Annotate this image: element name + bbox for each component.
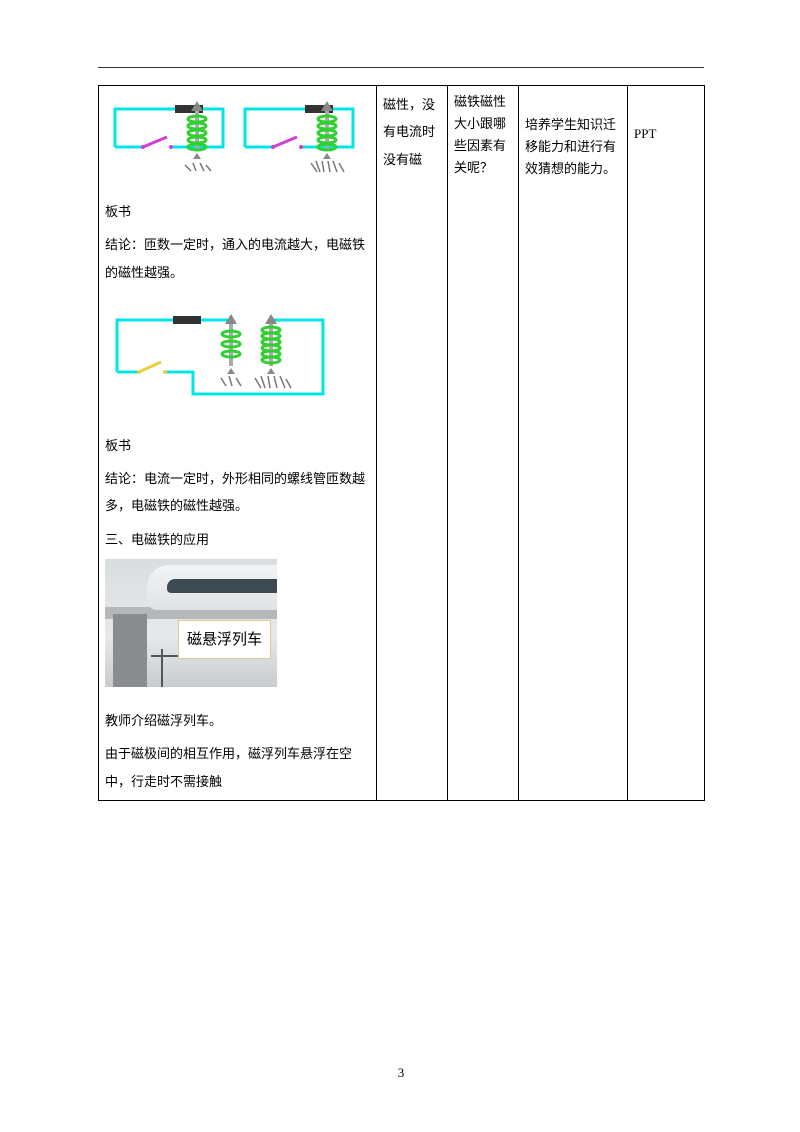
board-label-1: 板书 bbox=[105, 198, 370, 225]
col5-text: PPT bbox=[634, 126, 656, 141]
electromagnet-circuit-a bbox=[105, 95, 231, 190]
header-rule bbox=[98, 67, 704, 68]
col4-text: 培养学生知识迁移能力和进行有效猜想的能力。 bbox=[525, 117, 616, 176]
page-number: 3 bbox=[98, 1065, 704, 1081]
lesson-table: 板书 结论：匝数一定时，通入的电流越大，电磁铁的磁性越强。 bbox=[98, 85, 705, 801]
teaching-content-cell: 板书 结论：匝数一定时，通入的电流越大，电磁铁的磁性越强。 bbox=[99, 86, 377, 801]
board-label-2: 板书 bbox=[105, 432, 370, 459]
maglev-body: 由于磁极间的相互作用，磁浮列车悬浮在空中，行走时不需接触 bbox=[105, 740, 370, 795]
maglev-photo: 磁悬浮列车 bbox=[105, 559, 277, 687]
teacher-intro: 教师介绍磁浮列车。 bbox=[105, 707, 370, 734]
col2-text: 磁性，没有电流时没有磁 bbox=[383, 97, 435, 167]
circuit-diagram-2 bbox=[105, 304, 370, 422]
conclusion-2: 结论：电流一定时，外形相同的螺线管匝数越多，电磁铁的磁性越强。 bbox=[105, 465, 370, 520]
description-cell: 磁性，没有电流时没有磁 bbox=[377, 86, 448, 801]
conclusion-1: 结论：匝数一定时，通入的电流越大，电磁铁的磁性越强。 bbox=[105, 231, 370, 286]
electromagnet-series-circuit bbox=[105, 304, 335, 422]
circuit-diagram-1 bbox=[105, 95, 370, 190]
col3-text: 磁铁磁性大小跟哪些因素有关呢？ bbox=[454, 94, 506, 175]
objective-cell: 培养学生知识迁移能力和进行有效猜想的能力。 bbox=[519, 86, 628, 801]
question-cell: 磁铁磁性大小跟哪些因素有关呢？ bbox=[448, 86, 519, 801]
electromagnet-circuit-b bbox=[235, 95, 361, 190]
media-cell: PPT bbox=[628, 86, 705, 801]
maglev-caption: 磁悬浮列车 bbox=[178, 620, 271, 660]
section-3-title: 三、电磁铁的应用 bbox=[105, 526, 370, 553]
